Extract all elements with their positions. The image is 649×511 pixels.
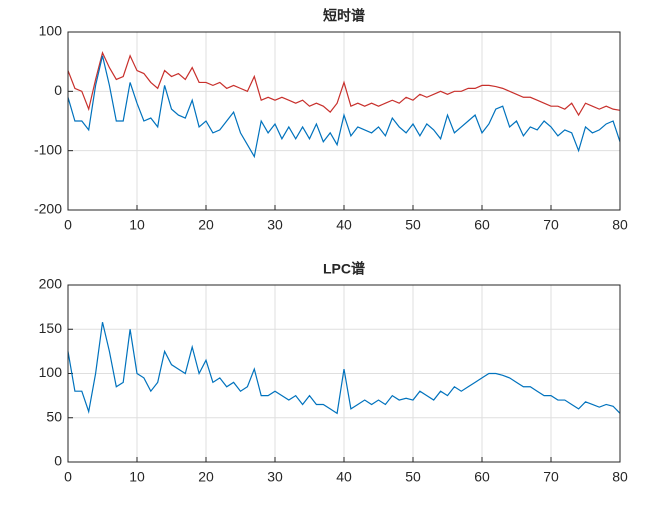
y-tick-label: 200 [39, 276, 63, 292]
data-line [67, 322, 621, 415]
x-tick-label: 0 [64, 469, 72, 485]
x-tick-label: 10 [129, 217, 145, 233]
x-tick-label: 50 [405, 469, 421, 485]
x-tick-label: 10 [129, 469, 145, 485]
chart-title: 短时谱 [323, 8, 365, 24]
x-tick-label: 60 [474, 469, 490, 485]
x-tick-label: 70 [543, 469, 559, 485]
chart-title: LPC谱 [323, 261, 365, 277]
axes-box [67, 284, 621, 463]
x-tick-label: 30 [267, 217, 283, 233]
x-tick-label: 40 [336, 217, 352, 233]
x-tick-label: 20 [198, 469, 214, 485]
x-tick-label: 70 [543, 217, 559, 233]
y-tick-label: 100 [39, 364, 63, 380]
x-tick-label: 80 [612, 217, 628, 233]
data-line [67, 55, 621, 159]
y-tick-label: 150 [39, 320, 63, 336]
y-tick-label: -200 [34, 201, 62, 217]
x-tick-label: 0 [64, 217, 72, 233]
x-tick-label: 30 [267, 469, 283, 485]
x-tick-label: 40 [336, 469, 352, 485]
y-tick-label: -100 [34, 141, 62, 157]
y-tick-label: 50 [46, 408, 62, 424]
axes-box [67, 31, 621, 211]
x-tick-label: 50 [405, 217, 421, 233]
y-tick-label: 0 [54, 82, 62, 98]
data-line [67, 50, 621, 117]
y-tick-label: 100 [39, 23, 63, 39]
y-tick-label: 0 [54, 453, 62, 469]
x-tick-label: 80 [612, 469, 628, 485]
x-tick-label: 60 [474, 217, 490, 233]
x-tick-label: 20 [198, 217, 214, 233]
